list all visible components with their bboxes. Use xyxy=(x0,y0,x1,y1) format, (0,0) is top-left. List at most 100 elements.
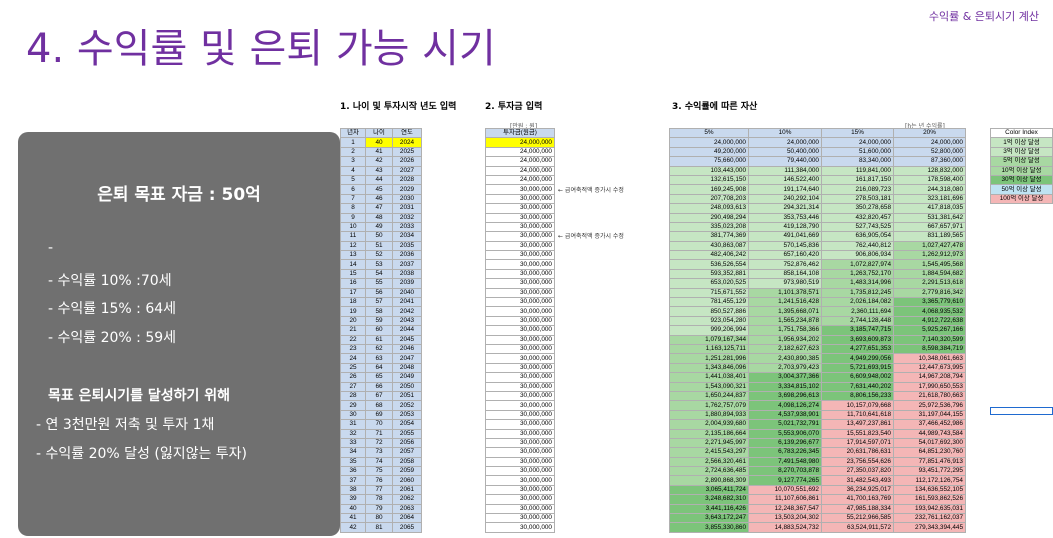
year-cell[interactable]: 2028 xyxy=(392,174,422,186)
asset-cell[interactable]: 527,743,525 xyxy=(821,221,894,233)
asset-cell[interactable]: 8,598,384,719 xyxy=(893,343,966,355)
year-cell[interactable]: 2043 xyxy=(392,315,422,327)
asset-cell[interactable]: 146,522,400 xyxy=(748,174,822,186)
invest-cell[interactable]: 30,000,000 xyxy=(485,428,555,439)
asset-cell[interactable]: 24,000,000 xyxy=(821,137,894,148)
asset-cell[interactable]: 13,503,204,302 xyxy=(748,512,822,524)
age-cell[interactable]: 66 xyxy=(365,381,393,392)
asset-cell[interactable]: 47,985,188,334 xyxy=(821,503,894,515)
age-cell[interactable]: 81 xyxy=(365,522,393,533)
year-no-cell[interactable]: 10 xyxy=(340,221,366,233)
age-cell[interactable]: 56 xyxy=(365,287,393,299)
asset-cell[interactable]: 2,291,513,618 xyxy=(893,278,966,289)
asset-cell[interactable]: 112,172,126,754 xyxy=(893,475,966,486)
asset-cell[interactable]: 23,756,554,626 xyxy=(821,456,894,468)
year-cell[interactable]: 2035 xyxy=(392,240,422,252)
asset-cell[interactable]: 290,498,294 xyxy=(669,212,749,223)
asset-cell[interactable]: 5,721,693,915 xyxy=(821,362,894,374)
invest-cell[interactable]: 30,000,000 xyxy=(485,390,555,402)
age-cell[interactable]: 73 xyxy=(365,447,393,458)
asset-cell[interactable]: 3,698,296,613 xyxy=(748,390,822,402)
invest-cell[interactable]: 30,000,000 xyxy=(485,259,555,270)
asset-cell[interactable]: 9,127,774,265 xyxy=(748,475,822,486)
age-cell[interactable]: 43 xyxy=(365,165,393,176)
asset-cell[interactable]: 1,650,244,837 xyxy=(669,390,749,402)
asset-cell[interactable]: 1,072,827,974 xyxy=(821,259,894,270)
asset-cell[interactable]: 193,942,635,031 xyxy=(893,503,966,515)
invest-cell[interactable]: 30,000,000 xyxy=(485,437,555,449)
asset-cell[interactable]: 906,806,934 xyxy=(821,250,894,261)
asset-cell[interactable]: 134,636,552,105 xyxy=(893,484,966,496)
year-cell[interactable]: 2054 xyxy=(392,419,422,430)
age-cell[interactable]: 58 xyxy=(365,306,393,317)
year-no-cell[interactable]: 40 xyxy=(340,503,366,515)
year-no-cell[interactable]: 13 xyxy=(340,250,366,261)
year-cell[interactable]: 2026 xyxy=(392,156,422,167)
asset-cell[interactable]: 531,381,642 xyxy=(893,212,966,223)
age-cell[interactable]: 53 xyxy=(365,259,393,270)
year-cell[interactable]: 2065 xyxy=(392,522,422,533)
asset-cell[interactable]: 10,348,061,663 xyxy=(893,353,966,364)
invest-cell[interactable]: 30,000,000 xyxy=(485,231,555,242)
asset-cell[interactable]: 4,098,126,274 xyxy=(748,400,822,411)
asset-cell[interactable]: 7,491,548,980 xyxy=(748,456,822,468)
asset-cell[interactable]: 77,851,476,913 xyxy=(893,456,966,468)
age-cell[interactable]: 71 xyxy=(365,428,393,439)
asset-cell[interactable]: 3,441,116,426 xyxy=(669,503,749,515)
asset-cell[interactable]: 161,593,862,526 xyxy=(893,494,966,505)
age-cell[interactable]: 68 xyxy=(365,400,393,411)
invest-cell[interactable]: 30,000,000 xyxy=(485,240,555,252)
age-cell[interactable]: 79 xyxy=(365,503,393,515)
invest-cell[interactable]: 30,000,000 xyxy=(485,325,555,336)
asset-cell[interactable]: 20,631,786,631 xyxy=(821,447,894,458)
year-cell[interactable]: 2063 xyxy=(392,503,422,515)
asset-cell[interactable]: 491,041,669 xyxy=(748,231,822,242)
asset-cell[interactable]: 31,482,543,493 xyxy=(821,475,894,486)
year-no-cell[interactable]: 22 xyxy=(340,334,366,346)
asset-cell[interactable]: 850,527,886 xyxy=(669,306,749,317)
asset-cell[interactable]: 279,343,394,445 xyxy=(893,522,966,533)
age-cell[interactable]: 69 xyxy=(365,409,393,421)
asset-cell[interactable]: 55,212,966,585 xyxy=(821,512,894,524)
asset-cell[interactable]: 191,174,640 xyxy=(748,184,822,195)
year-no-cell[interactable]: 21 xyxy=(340,325,366,336)
invest-cell[interactable]: 30,000,000 xyxy=(485,184,555,195)
asset-cell[interactable]: 781,455,129 xyxy=(669,297,749,308)
age-cell[interactable]: 61 xyxy=(365,334,393,346)
age-cell[interactable]: 78 xyxy=(365,494,393,505)
age-cell[interactable]: 74 xyxy=(365,456,393,468)
asset-cell[interactable]: 1,735,812,245 xyxy=(821,287,894,299)
year-no-cell[interactable]: 6 xyxy=(340,184,366,195)
asset-cell[interactable]: 278,503,181 xyxy=(821,193,894,205)
invest-cell[interactable]: 24,000,000 xyxy=(485,137,555,148)
asset-cell[interactable]: 54,017,692,300 xyxy=(893,437,966,449)
asset-cell[interactable]: 24,000,000 xyxy=(748,137,822,148)
year-cell[interactable]: 2047 xyxy=(392,353,422,364)
year-cell[interactable]: 2024 xyxy=(392,137,422,148)
age-cell[interactable]: 50 xyxy=(365,231,393,242)
asset-cell[interactable]: 37,466,452,986 xyxy=(893,419,966,430)
year-no-cell[interactable]: 24 xyxy=(340,353,366,364)
asset-cell[interactable]: 2,415,543,297 xyxy=(669,447,749,458)
asset-cell[interactable]: 593,352,881 xyxy=(669,268,749,280)
year-no-cell[interactable]: 1 xyxy=(340,137,366,148)
asset-cell[interactable]: 1,163,125,711 xyxy=(669,343,749,355)
invest-cell[interactable]: 30,000,000 xyxy=(485,306,555,317)
invest-cell[interactable]: 30,000,000 xyxy=(485,287,555,299)
asset-cell[interactable]: 24,000,000 xyxy=(669,137,749,148)
asset-cell[interactable]: 419,128,790 xyxy=(748,221,822,233)
year-cell[interactable]: 2064 xyxy=(392,512,422,524)
asset-cell[interactable]: 44,989,743,584 xyxy=(893,428,966,439)
age-cell[interactable]: 60 xyxy=(365,325,393,336)
year-cell[interactable]: 2048 xyxy=(392,362,422,374)
asset-cell[interactable]: 2,744,128,448 xyxy=(821,315,894,327)
asset-cell[interactable]: 858,164,108 xyxy=(748,268,822,280)
invest-cell[interactable]: 30,000,000 xyxy=(485,522,555,533)
year-no-cell[interactable]: 37 xyxy=(340,475,366,486)
year-cell[interactable]: 2056 xyxy=(392,437,422,449)
age-cell[interactable]: 76 xyxy=(365,475,393,486)
age-cell[interactable]: 44 xyxy=(365,174,393,186)
asset-cell[interactable]: 482,406,242 xyxy=(669,250,749,261)
asset-cell[interactable]: 2,271,945,997 xyxy=(669,437,749,449)
invest-cell[interactable]: 30,000,000 xyxy=(485,456,555,468)
